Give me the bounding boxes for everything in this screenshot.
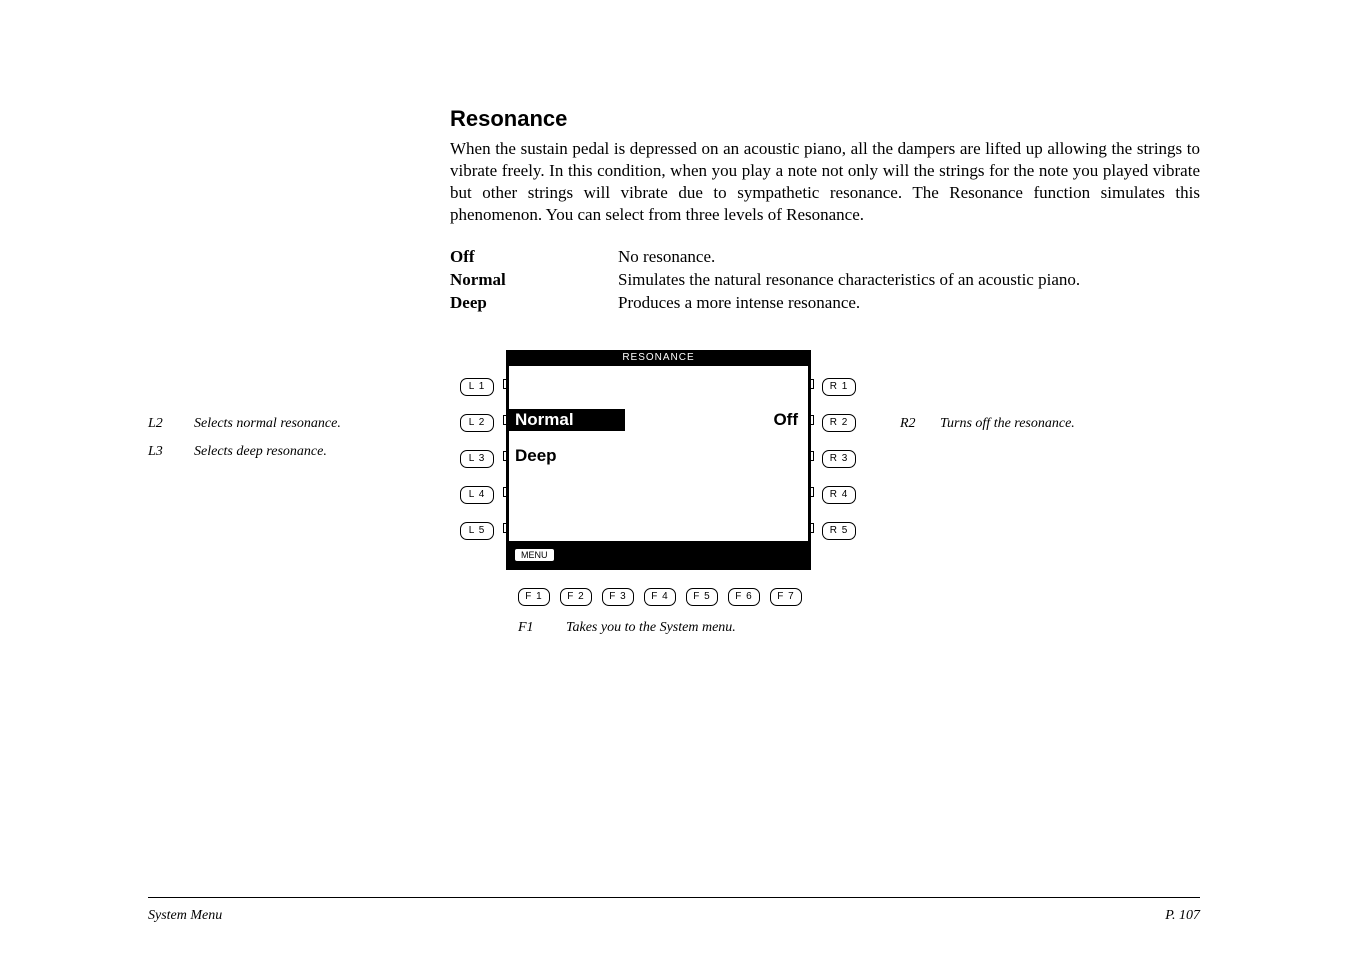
- annotation-row: R2 Turns off the resonance.: [900, 416, 1075, 432]
- section-body: When the sustain pedal is depressed on a…: [450, 138, 1200, 226]
- annotation-text: Selects normal resonance.: [194, 416, 428, 432]
- lcd-screen: Normal Off Deep: [506, 366, 811, 544]
- lcd-footer: MENU: [506, 544, 811, 570]
- r2-button[interactable]: R 2: [822, 414, 856, 432]
- definition-term: Normal: [450, 269, 618, 292]
- lcd-menu-label: MENU: [515, 549, 554, 561]
- l4-button[interactable]: L 4: [460, 486, 494, 504]
- annotation-key: F1: [518, 620, 566, 636]
- definition-term: Deep: [450, 292, 618, 315]
- f1-button[interactable]: F 1: [518, 588, 550, 606]
- l3-button[interactable]: L 3: [460, 450, 494, 468]
- function-buttons-row: F 1 F 2 F 3 F 4 F 5 F 6 F 7: [518, 588, 802, 606]
- annotation-row: L3 Selects deep resonance.: [148, 444, 428, 460]
- definition-row: Deep Produces a more intense resonance.: [450, 292, 1200, 315]
- f3-button[interactable]: F 3: [602, 588, 634, 606]
- definition-row: Normal Simulates the natural resonance c…: [450, 269, 1200, 292]
- definition-row: Off No resonance.: [450, 246, 1200, 269]
- lcd-option-normal: Normal: [509, 409, 625, 431]
- annotation-row: L2 Selects normal resonance.: [148, 416, 428, 432]
- definition-desc: No resonance.: [618, 246, 1200, 269]
- f6-button[interactable]: F 6: [728, 588, 760, 606]
- annotation-text: Selects deep resonance.: [194, 444, 428, 460]
- left-annotations: L2 Selects normal resonance. L3 Selects …: [148, 416, 428, 472]
- lcd-diagram: L 1 L 2 L 3 L 4 L 5 R 1 R 2 R 3 R 4 R 5 …: [460, 350, 870, 570]
- l1-button[interactable]: L 1: [460, 378, 494, 396]
- definition-desc: Simulates the natural resonance characte…: [618, 269, 1200, 292]
- r3-button[interactable]: R 3: [822, 450, 856, 468]
- definition-term: Off: [450, 246, 618, 269]
- f2-button[interactable]: F 2: [560, 588, 592, 606]
- r4-button[interactable]: R 4: [822, 486, 856, 504]
- l2-button[interactable]: L 2: [460, 414, 494, 432]
- right-annotations: R2 Turns off the resonance.: [900, 416, 1075, 432]
- r1-button[interactable]: R 1: [822, 378, 856, 396]
- section-heading: Resonance: [450, 106, 1200, 132]
- f5-button[interactable]: F 5: [686, 588, 718, 606]
- annotation-text: Turns off the resonance.: [940, 416, 1075, 432]
- annotation-key: L2: [148, 416, 194, 432]
- f7-button[interactable]: F 7: [770, 588, 802, 606]
- lcd-title: RESONANCE: [506, 350, 811, 366]
- annotation-text: Takes you to the System menu.: [566, 620, 736, 636]
- f4-button[interactable]: F 4: [644, 588, 676, 606]
- lcd-option-deep: Deep: [509, 445, 563, 467]
- l5-button[interactable]: L 5: [460, 522, 494, 540]
- footer-rule: [148, 897, 1200, 898]
- definitions-list: Off No resonance. Normal Simulates the n…: [450, 246, 1200, 315]
- annotation-key: R2: [900, 416, 940, 432]
- lcd-option-off: Off: [767, 409, 804, 431]
- f-annotation: F1 Takes you to the System menu.: [518, 620, 736, 636]
- r5-button[interactable]: R 5: [822, 522, 856, 540]
- footer-page-number: P. 107: [1165, 908, 1200, 924]
- definition-desc: Produces a more intense resonance.: [618, 292, 1200, 315]
- footer-section-name: System Menu: [148, 908, 222, 924]
- annotation-key: L3: [148, 444, 194, 460]
